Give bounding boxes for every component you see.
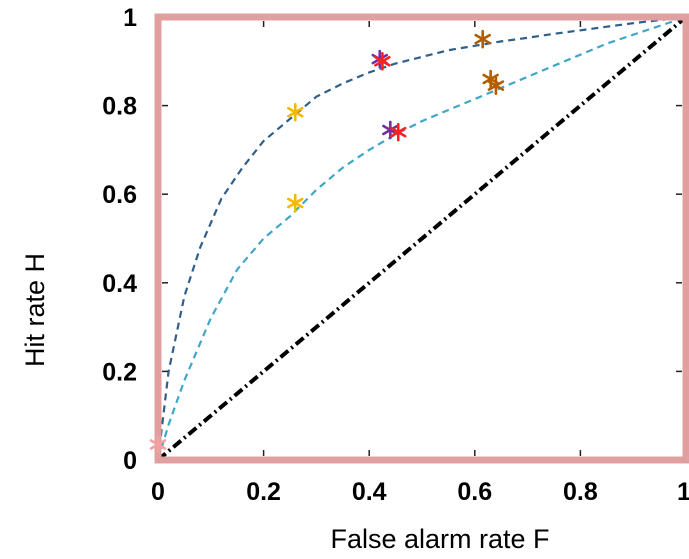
x-tick-label: 1	[677, 478, 689, 506]
data-point-1	[287, 193, 304, 213]
y-tick-label: 0.2	[102, 358, 137, 386]
curves-layer	[155, 14, 688, 462]
plot-border	[154, 13, 689, 464]
x-tick-label: 0.2	[246, 478, 281, 506]
y-tick-label: 0.8	[102, 93, 137, 121]
data-point-8	[487, 76, 505, 95]
y-axis-label: Hit rate H	[20, 253, 50, 367]
data-point-3	[374, 51, 391, 71]
data-point-5	[390, 122, 407, 142]
y-tick-label: 0.4	[102, 270, 137, 298]
x-tick-label: 0	[151, 478, 165, 506]
x-tick-label: 0.8	[563, 478, 598, 506]
y-tick-label: 0	[123, 447, 137, 475]
x-tick-label: 0.6	[457, 478, 492, 506]
y-tick-label: 0.6	[102, 181, 137, 209]
curve-dash-dot-2	[156, 15, 688, 462]
x-axis-label: False alarm rate F	[330, 524, 549, 554]
x-tick-labels: 0 0.2 0.4 0.6 0.8 1	[151, 478, 689, 506]
curve-dashed-0	[156, 15, 687, 461]
data-point-6	[474, 29, 491, 49]
data-point-9	[149, 435, 167, 454]
y-tick-labels: 0 0.2 0.4 0.6 0.8 1	[102, 4, 137, 475]
tick-marks	[162, 21, 682, 456]
plot-frame	[154, 13, 689, 464]
data-point-0	[287, 102, 304, 122]
data-points	[149, 29, 505, 454]
y-tick-label: 1	[123, 4, 137, 32]
x-tick-label: 0.4	[352, 478, 387, 506]
